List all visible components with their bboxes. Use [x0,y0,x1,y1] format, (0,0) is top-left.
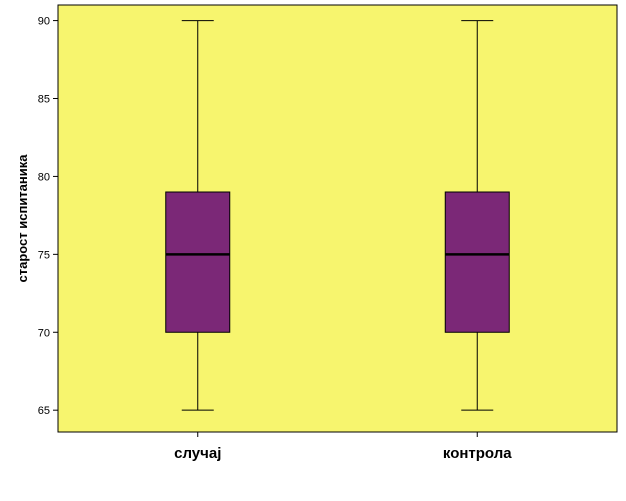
y-tick-label: 90 [38,16,50,28]
plot-area [57,4,618,433]
y-tick-label: 65 [38,405,50,417]
y-axis-title: старост испитаника [15,154,30,283]
iqr-box [165,191,231,333]
iqr-box [444,191,510,333]
box-group [444,20,510,411]
y-axis: 65 70 75 80 85 90 [38,16,58,417]
y-tick-label: 85 [38,94,50,106]
y-tick-label: 75 [38,249,50,261]
box-series [165,20,510,411]
y-tick-label: 70 [38,327,50,339]
x-axis: случај контрола [174,432,512,462]
box-group [165,20,231,411]
y-tick-label: 80 [38,171,50,183]
x-category-label: контрола [443,445,512,462]
x-category-label: случај [174,445,221,462]
